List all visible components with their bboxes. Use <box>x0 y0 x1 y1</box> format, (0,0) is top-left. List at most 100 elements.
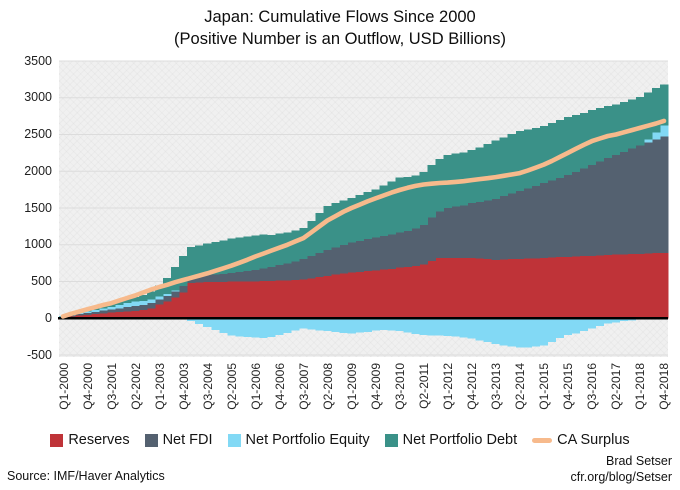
bar-segment <box>651 132 661 140</box>
bar-segment <box>627 99 637 149</box>
bar-segment <box>131 310 140 319</box>
bar-segment <box>555 120 565 178</box>
x-tick-label: Q3-2016 <box>585 363 600 410</box>
bar-segment <box>259 281 268 319</box>
bar-segment <box>435 318 444 336</box>
bar-segment <box>611 318 621 323</box>
bar-segment <box>267 318 276 337</box>
bar-segment <box>323 249 332 276</box>
ca-surplus-line <box>60 118 667 319</box>
bar-segment <box>219 281 228 319</box>
bar-segment <box>371 237 380 271</box>
bar-segment <box>155 299 164 305</box>
bar-segment <box>475 147 484 202</box>
legend-color-swatch <box>384 433 398 447</box>
legend-item: CA Surplus <box>532 432 630 448</box>
bar-segment <box>251 269 260 282</box>
bar-segment <box>339 273 348 319</box>
series-net-fdi <box>59 136 669 318</box>
credit-author: Brad Setser <box>605 454 672 468</box>
bar-segment <box>411 266 420 319</box>
x-tick-label: Q1-2015 <box>537 363 552 410</box>
bar-segment <box>283 318 292 333</box>
bar-segment <box>291 261 300 281</box>
bar-segment <box>235 318 244 337</box>
legend-item: Net Portfolio Debt <box>384 432 518 448</box>
x-tick-label: Q2-2011 <box>417 363 432 409</box>
y-tick-label: 3000 <box>24 90 52 105</box>
bar-segment <box>515 318 525 348</box>
bar-segment <box>347 318 356 334</box>
bar-segment <box>555 177 565 258</box>
bar-segment <box>115 304 124 309</box>
bar-segment <box>195 275 204 283</box>
bar-segment <box>499 259 509 319</box>
bar-segment <box>395 177 404 233</box>
bar-segment <box>571 171 581 257</box>
bar-segment <box>291 318 300 331</box>
legend-item: Net FDI <box>144 432 213 448</box>
bar-segment <box>267 280 276 319</box>
bar-segment <box>315 213 324 253</box>
chart-title: Japan: Cumulative Flows Since 2000 <box>204 8 476 26</box>
bar-segment <box>107 304 116 307</box>
bar-segment <box>363 271 372 319</box>
x-tick-label: Q2-2005 <box>224 363 239 410</box>
bar-segment <box>595 318 605 326</box>
bar-segment <box>539 125 549 183</box>
bar-segment <box>459 205 468 258</box>
bar-segment <box>195 282 204 319</box>
bar-segment <box>475 201 484 259</box>
y-tick-label: 0 <box>45 310 52 325</box>
bar-segment <box>483 200 493 260</box>
bar-segment <box>403 266 412 319</box>
bar-segment <box>91 309 100 312</box>
bar-segment <box>563 117 573 175</box>
bar-segment <box>139 300 148 306</box>
bar-segment <box>171 297 180 319</box>
bar-segment <box>395 267 404 319</box>
bar-segment <box>531 127 541 186</box>
legend-color-swatch <box>50 433 64 447</box>
x-tick-label: Q4-2000 <box>80 363 95 410</box>
bar-segment <box>579 318 589 332</box>
bar-segment <box>331 247 340 275</box>
bar-segment <box>355 241 364 272</box>
bar-segment <box>123 298 132 303</box>
bar-segment <box>227 318 236 336</box>
bar-segment <box>91 314 100 319</box>
bar-segment <box>323 318 332 332</box>
x-tick-label: Q2-2002 <box>128 363 143 410</box>
bar-segment <box>179 255 188 286</box>
x-tick-label: Q4-2012 <box>465 363 480 410</box>
bar-segment <box>651 88 661 133</box>
bar-segment <box>155 304 164 319</box>
x-tick-label: Q2-2008 <box>320 363 335 410</box>
bar-segment <box>235 271 244 282</box>
bar-segment <box>595 255 605 319</box>
bar-segment <box>147 308 156 319</box>
bar-segment <box>251 235 260 270</box>
bar-segment <box>219 318 228 333</box>
legend-label: Net Portfolio Debt <box>402 432 518 448</box>
bar-segment <box>571 256 581 319</box>
y-tick-label: 3500 <box>24 53 52 68</box>
legend-color-swatch <box>144 433 158 447</box>
bar-segment <box>563 318 573 336</box>
bar-segment <box>507 133 517 194</box>
bar-segment <box>307 278 316 319</box>
bar-segment <box>227 281 236 319</box>
bar-segment <box>83 314 92 319</box>
bar-segment <box>603 157 613 255</box>
bar-segment <box>611 155 621 255</box>
bar-segment <box>475 258 484 319</box>
bar-segment <box>355 195 364 242</box>
bar-segment <box>427 217 436 261</box>
y-tick-label: 1000 <box>24 237 52 252</box>
legend-item: Reserves <box>50 432 130 448</box>
bar-segment <box>299 318 308 329</box>
bar-segment <box>251 318 260 338</box>
bar-segment <box>235 281 244 319</box>
bar-segment <box>435 257 444 319</box>
